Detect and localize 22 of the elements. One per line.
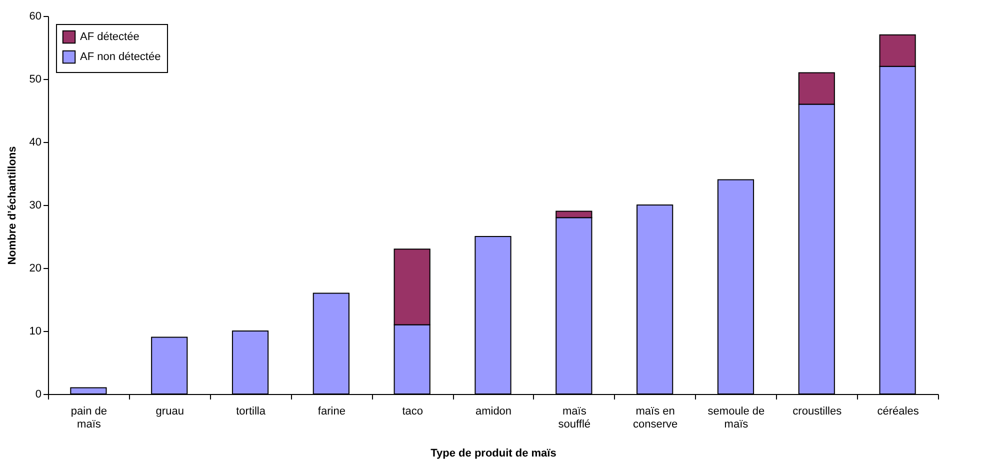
x-tick-label: céréales xyxy=(877,406,920,418)
x-tick-label: tortilla xyxy=(236,406,266,418)
x-tick-label: semoule de maïs xyxy=(708,406,765,430)
y-tick-label: 30 xyxy=(29,200,42,212)
y-tick-label: 40 xyxy=(29,136,42,148)
y-tick-label: 60 xyxy=(29,10,42,22)
x-tick-label: maïs en conserve xyxy=(633,406,678,430)
x-tick-label: farine xyxy=(318,406,346,418)
y-tick-label: 50 xyxy=(29,74,42,86)
x-tick-label: amidon xyxy=(475,406,512,418)
y-tick-label: 10 xyxy=(29,326,42,338)
x-tick-label: gruau xyxy=(156,406,184,418)
y-tick-label: 20 xyxy=(29,262,42,274)
y-axis-title: Nombre d’échantillons xyxy=(6,146,18,265)
x-axis-title: Type de produit de maïs xyxy=(430,448,556,460)
x-tick-label: taco xyxy=(402,406,423,418)
legend-label: AF non détectée xyxy=(80,51,161,63)
legend-label: AF détectée xyxy=(80,31,140,43)
x-tick-label: pain de maïs xyxy=(70,406,107,430)
x-tick-label: croustilles xyxy=(792,406,842,418)
x-tick-label: maïs soufflé xyxy=(558,406,591,430)
y-tick-label: 0 xyxy=(35,388,42,400)
